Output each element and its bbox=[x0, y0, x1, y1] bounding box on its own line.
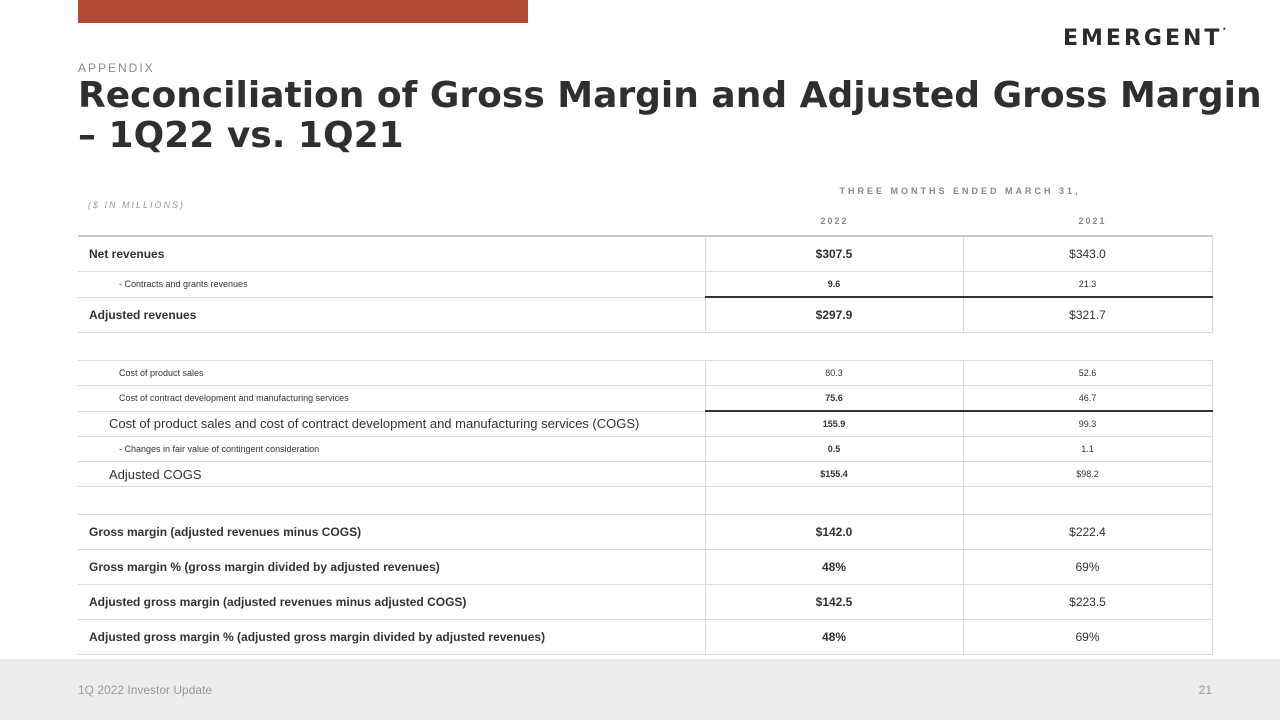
value-2021: 52.6 bbox=[962, 360, 1213, 386]
spacer-row bbox=[78, 486, 1213, 515]
value-2022: $142.0 bbox=[704, 514, 963, 550]
units-label: ($ IN MILLIONS) bbox=[88, 200, 186, 210]
row-label: Cost of contract development and manufac… bbox=[78, 385, 705, 412]
row-label: Net revenues bbox=[78, 235, 705, 272]
footer-label: 1Q 2022 Investor Update bbox=[78, 683, 213, 697]
value-2021: $222.4 bbox=[962, 514, 1213, 550]
table-row: Adjusted COGS $155.4 $98.2 bbox=[78, 461, 1213, 487]
value-2021: $98.2 bbox=[962, 461, 1213, 487]
table-row: Adjusted gross margin (adjusted revenues… bbox=[78, 584, 1213, 620]
section-eyebrow: APPENDIX bbox=[78, 61, 155, 75]
table-row: Gross margin % (gross margin divided by … bbox=[78, 549, 1213, 585]
value-2022: 80.3 bbox=[704, 360, 963, 386]
value-2021: $223.5 bbox=[962, 584, 1213, 620]
row-label: Adjusted COGS bbox=[78, 461, 705, 487]
value-2021: 69% bbox=[962, 619, 1213, 655]
value-2022: $142.5 bbox=[704, 584, 963, 620]
page-title: Reconciliation of Gross Margin and Adjus… bbox=[78, 75, 1262, 156]
row-label: Adjusted gross margin % (adjusted gross … bbox=[78, 619, 705, 655]
table-row: Net revenues $307.5 $343.0 bbox=[78, 235, 1213, 272]
value-2022: $297.9 bbox=[704, 297, 963, 333]
value-2022: 155.9 bbox=[704, 411, 963, 437]
table-row: - Contracts and grants revenues 9.6 21.3 bbox=[78, 271, 1213, 298]
column-header-2022: 2022 bbox=[820, 216, 849, 226]
value-2022: 75.6 bbox=[704, 385, 963, 412]
table-row: Cost of product sales 80.3 52.6 bbox=[78, 360, 1213, 386]
table-row: Gross margin (adjusted revenues minus CO… bbox=[78, 514, 1213, 550]
row-label: - Changes in fair value of contingent co… bbox=[78, 436, 705, 462]
row-label: Adjusted revenues bbox=[78, 297, 705, 333]
row-label: Cost of product sales bbox=[78, 360, 705, 386]
table-row: Adjusted gross margin % (adjusted gross … bbox=[78, 619, 1213, 655]
value-2021: 1.1 bbox=[962, 436, 1213, 462]
footer-band bbox=[0, 659, 1280, 720]
value-2022: 9.6 bbox=[704, 271, 963, 298]
value-2021: $343.0 bbox=[962, 235, 1213, 272]
value-2022: 48% bbox=[704, 619, 963, 655]
row-label: Cost of product sales and cost of contra… bbox=[78, 411, 705, 437]
value-2021: 69% bbox=[962, 549, 1213, 585]
value-2022: 0.5 bbox=[704, 436, 963, 462]
value-2021: $321.7 bbox=[962, 297, 1213, 333]
row-label: - Contracts and grants revenues bbox=[78, 271, 705, 298]
table-row: Cost of product sales and cost of contra… bbox=[78, 411, 1213, 437]
value-2021: 99.3 bbox=[962, 411, 1213, 437]
table-row: - Changes in fair value of contingent co… bbox=[78, 436, 1213, 462]
period-header: THREE MONTHS ENDED MARCH 31, bbox=[839, 186, 1081, 196]
value-2021: 21.3 bbox=[962, 271, 1213, 298]
spacer-row bbox=[78, 332, 1212, 361]
row-label: Adjusted gross margin (adjusted revenues… bbox=[78, 584, 705, 620]
value-2022: $155.4 bbox=[704, 461, 963, 487]
emergent-logo: EMERGENT• bbox=[1063, 26, 1230, 51]
table-row: Adjusted revenues $297.9 $321.7 bbox=[78, 297, 1213, 333]
value-2022: $307.5 bbox=[704, 235, 963, 272]
row-label: Gross margin % (gross margin divided by … bbox=[78, 549, 705, 585]
value-2021: 46.7 bbox=[962, 385, 1213, 412]
accent-bar bbox=[78, 0, 528, 23]
reconciliation-table: Net revenues $307.5 $343.0 - Contracts a… bbox=[78, 235, 1213, 655]
row-label: Gross margin (adjusted revenues minus CO… bbox=[78, 514, 705, 550]
column-header-2021: 2021 bbox=[1078, 216, 1107, 226]
page-number: 21 bbox=[1198, 683, 1212, 697]
table-row: Cost of contract development and manufac… bbox=[78, 385, 1213, 412]
value-2022: 48% bbox=[704, 549, 963, 585]
trademark-mark: • bbox=[1222, 26, 1230, 33]
